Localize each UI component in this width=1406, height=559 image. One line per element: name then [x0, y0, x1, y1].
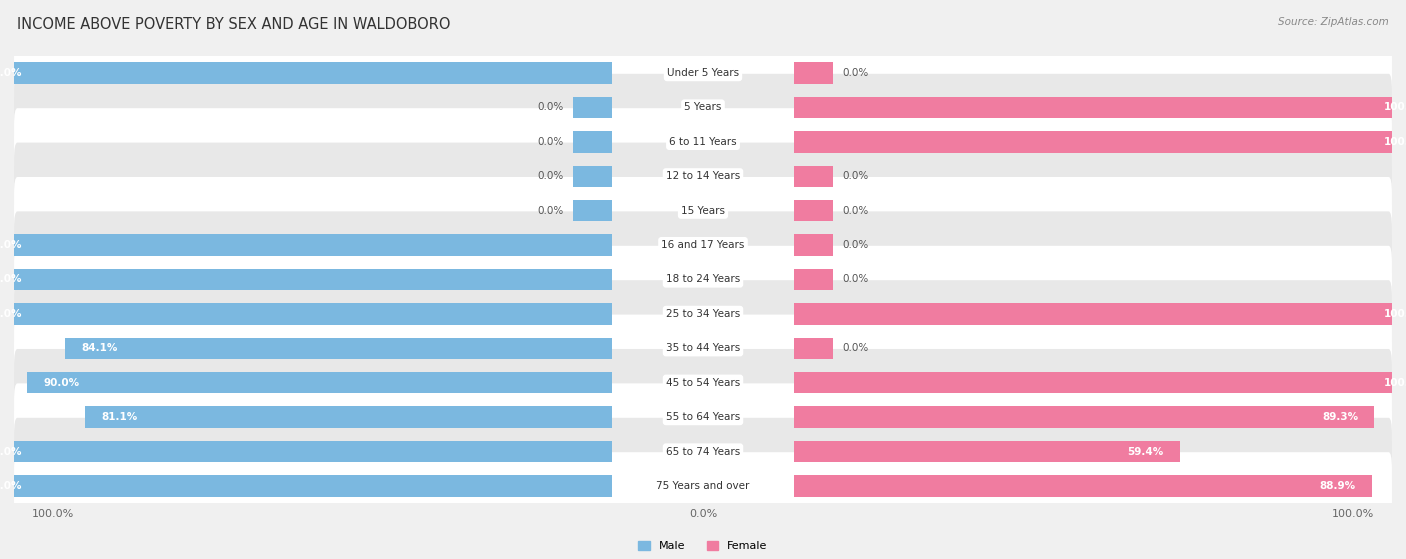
Bar: [0, 475, 612, 496]
Bar: [794, 303, 1406, 325]
Bar: [794, 269, 832, 290]
Text: 84.1%: 84.1%: [82, 343, 118, 353]
Text: 12 to 14 Years: 12 to 14 Years: [666, 171, 740, 181]
Text: 100.0%: 100.0%: [0, 309, 22, 319]
Text: 100.0%: 100.0%: [1384, 102, 1406, 112]
Text: 0.0%: 0.0%: [842, 206, 869, 216]
Text: 100.0%: 100.0%: [1384, 137, 1406, 147]
Text: 0.0%: 0.0%: [842, 343, 869, 353]
Bar: [794, 63, 832, 84]
Text: 55 to 64 Years: 55 to 64 Years: [666, 412, 740, 422]
Text: 25 to 34 Years: 25 to 34 Years: [666, 309, 740, 319]
Bar: [0, 303, 612, 325]
Bar: [794, 97, 1406, 118]
Text: 16 and 17 Years: 16 and 17 Years: [661, 240, 745, 250]
Text: 100.0%: 100.0%: [0, 274, 22, 285]
Text: 15 Years: 15 Years: [681, 206, 725, 216]
FancyBboxPatch shape: [14, 108, 1392, 176]
Text: 0.0%: 0.0%: [842, 274, 869, 285]
Bar: [0, 234, 612, 256]
FancyBboxPatch shape: [14, 74, 1392, 141]
Text: 81.1%: 81.1%: [101, 412, 138, 422]
Bar: [84, 406, 612, 428]
Bar: [794, 234, 832, 256]
Text: 35 to 44 Years: 35 to 44 Years: [666, 343, 740, 353]
Bar: [0, 441, 612, 462]
Text: 100.0%: 100.0%: [0, 240, 22, 250]
Text: 65 to 74 Years: 65 to 74 Years: [666, 447, 740, 457]
Text: 89.3%: 89.3%: [1322, 412, 1358, 422]
Text: 5 Years: 5 Years: [685, 102, 721, 112]
Text: 100.0%: 100.0%: [0, 447, 22, 457]
FancyBboxPatch shape: [14, 418, 1392, 485]
Bar: [574, 165, 612, 187]
FancyBboxPatch shape: [14, 452, 1392, 520]
Bar: [66, 338, 612, 359]
FancyBboxPatch shape: [14, 280, 1392, 348]
Legend: Male, Female: Male, Female: [634, 537, 772, 556]
Text: 0.0%: 0.0%: [537, 171, 564, 181]
Bar: [794, 200, 832, 221]
Text: 100.0%: 100.0%: [1384, 309, 1406, 319]
Bar: [794, 406, 1375, 428]
Bar: [794, 475, 1372, 496]
FancyBboxPatch shape: [14, 315, 1392, 382]
Bar: [794, 372, 1406, 394]
FancyBboxPatch shape: [14, 383, 1392, 451]
Bar: [0, 269, 612, 290]
Text: 0.0%: 0.0%: [842, 171, 869, 181]
Text: 88.9%: 88.9%: [1319, 481, 1355, 491]
Bar: [27, 372, 612, 394]
Text: 75 Years and over: 75 Years and over: [657, 481, 749, 491]
Text: 0.0%: 0.0%: [537, 137, 564, 147]
Bar: [794, 441, 1180, 462]
Text: 0.0%: 0.0%: [842, 68, 869, 78]
Text: 0.0%: 0.0%: [537, 102, 564, 112]
Text: 100.0%: 100.0%: [0, 481, 22, 491]
Bar: [794, 131, 1406, 153]
Bar: [574, 131, 612, 153]
Bar: [574, 200, 612, 221]
Bar: [0, 63, 612, 84]
Bar: [574, 97, 612, 118]
FancyBboxPatch shape: [14, 39, 1392, 107]
Text: 18 to 24 Years: 18 to 24 Years: [666, 274, 740, 285]
FancyBboxPatch shape: [14, 246, 1392, 313]
Text: 0.0%: 0.0%: [842, 240, 869, 250]
Text: 90.0%: 90.0%: [44, 378, 79, 388]
Text: 45 to 54 Years: 45 to 54 Years: [666, 378, 740, 388]
Bar: [794, 165, 832, 187]
FancyBboxPatch shape: [14, 143, 1392, 210]
Text: Source: ZipAtlas.com: Source: ZipAtlas.com: [1278, 17, 1389, 27]
Text: 0.0%: 0.0%: [537, 206, 564, 216]
Text: 6 to 11 Years: 6 to 11 Years: [669, 137, 737, 147]
Text: INCOME ABOVE POVERTY BY SEX AND AGE IN WALDOBORO: INCOME ABOVE POVERTY BY SEX AND AGE IN W…: [17, 17, 450, 32]
FancyBboxPatch shape: [14, 177, 1392, 244]
Bar: [794, 338, 832, 359]
Text: 100.0%: 100.0%: [1384, 378, 1406, 388]
Text: 100.0%: 100.0%: [0, 68, 22, 78]
FancyBboxPatch shape: [14, 349, 1392, 416]
FancyBboxPatch shape: [14, 211, 1392, 279]
Text: 59.4%: 59.4%: [1128, 447, 1164, 457]
Text: Under 5 Years: Under 5 Years: [666, 68, 740, 78]
